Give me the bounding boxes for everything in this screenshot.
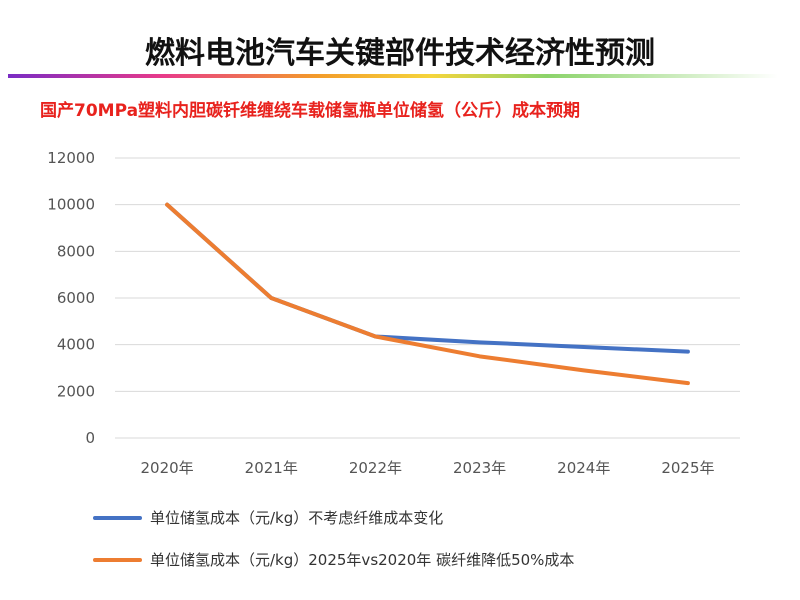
x-tick-label: 2023年 xyxy=(453,459,506,477)
chart-title: 国产70MPa塑料内胆碳钎维缠绕车载储氢瓶单位储氢（公斤）成本预期 xyxy=(40,101,581,121)
x-tick-label: 2021年 xyxy=(245,459,298,477)
y-tick-label: 10000 xyxy=(47,196,95,214)
title-underline-bar xyxy=(8,74,778,78)
legend-label-2: 单位储氢成本（元/kg）2025年vs2020年 碳纤维降低50%成本 xyxy=(150,551,574,569)
x-tick-label: 2020年 xyxy=(140,459,193,477)
y-tick-label: 6000 xyxy=(57,289,95,307)
legend: 单位储氢成本（元/kg）不考虑纤维成本变化单位储氢成本（元/kg）2025年vs… xyxy=(93,509,574,569)
x-tick-label: 2024年 xyxy=(557,459,610,477)
y-tick-label: 12000 xyxy=(47,149,95,167)
x-axis-ticks: 2020年 2021年 2022年 2023年 2024年 2025年 xyxy=(140,459,714,477)
x-tick-label: 2025年 xyxy=(661,459,714,477)
legend-label-1: 单位储氢成本（元/kg）不考虑纤维成本变化 xyxy=(150,509,443,527)
y-tick-label: 2000 xyxy=(57,382,95,400)
series-line-1 xyxy=(165,202,690,354)
gridlines xyxy=(115,157,740,439)
x-tick-label: 2022年 xyxy=(349,459,402,477)
y-tick-label: 8000 xyxy=(57,242,95,260)
y-axis-ticks: 0 2000 4000 6000 8000 10000 12000 xyxy=(47,149,95,447)
y-tick-label: 0 xyxy=(85,429,95,447)
slide-title: 燃料电池汽车关键部件技术经济性预测 xyxy=(145,36,655,71)
series-lines xyxy=(165,202,690,386)
series-line-2 xyxy=(165,202,690,386)
y-tick-label: 4000 xyxy=(57,336,95,354)
